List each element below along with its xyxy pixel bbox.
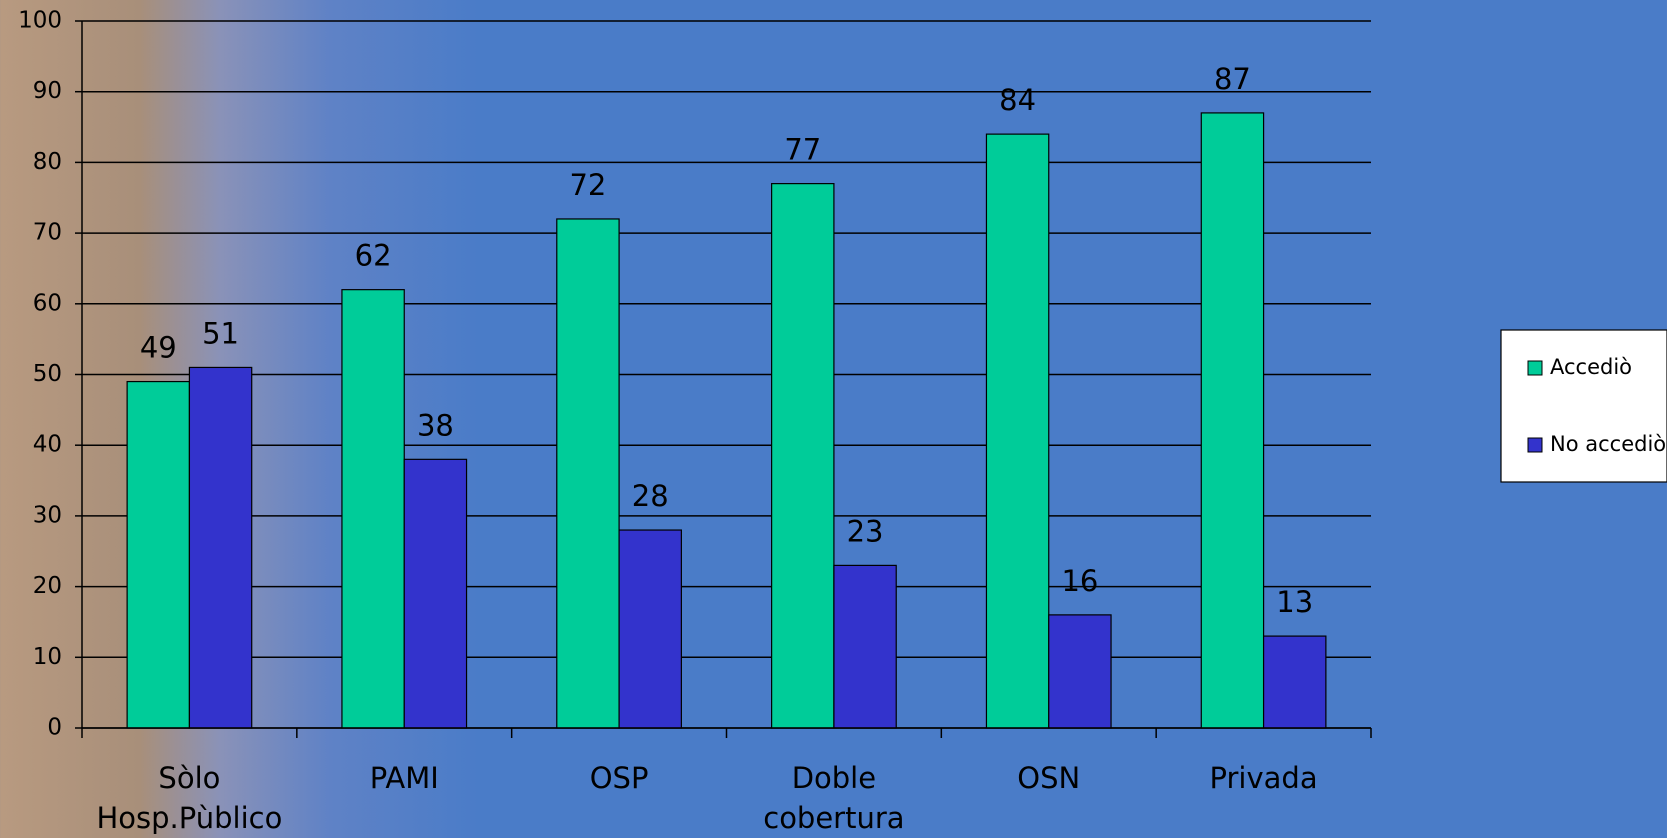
y-tick-label: 80 [33,149,62,175]
y-tick-label: 70 [33,220,62,246]
legend-swatch [1527,437,1543,453]
x-tick-label: Sòlo Hosp.Pùblico [96,761,283,835]
value-label: 87 [1214,62,1251,96]
bar [618,529,682,729]
bar [403,458,468,729]
y-tick-label: 90 [33,78,62,104]
value-label: 51 [202,316,239,350]
value-label: 77 [784,133,821,167]
bar [188,366,253,729]
value-label: 62 [355,239,392,273]
value-label: 16 [1061,564,1098,598]
bar [341,289,405,729]
legend-label: No accediò [1550,432,1666,456]
bar [833,564,897,729]
bar [771,183,835,729]
x-tick-label: PAMI [369,761,439,795]
legend-swatch [1527,360,1543,376]
value-label: 13 [1276,585,1313,619]
bar [1262,635,1327,729]
value-label: 38 [417,408,454,442]
y-tick-label: 40 [33,432,62,458]
x-tick-label: OSN [1017,761,1081,795]
legend-label: Accediò [1550,355,1632,379]
x-tick-label: OSP [589,761,649,795]
y-tick-label: 0 [47,715,62,741]
value-label: 23 [847,514,884,548]
y-tick-label: 10 [33,644,62,670]
x-tick-label: Privada [1209,761,1318,795]
value-label: 49 [140,331,177,365]
value-label: 28 [632,479,669,513]
bar [126,380,191,729]
y-tick-label: 100 [18,8,62,34]
value-label: 72 [569,168,606,202]
legend-box [1500,329,1667,483]
legend: Accediò No accediò [1500,329,1667,483]
bar [985,133,1050,729]
bar [1200,112,1265,729]
y-tick-label: 30 [33,502,62,528]
bar [556,218,620,729]
y-tick-label: 50 [33,361,62,387]
bar [1048,614,1112,729]
x-tick-label: Doble cobertura [763,761,905,835]
value-label: 84 [999,83,1036,117]
y-tick-label: 20 [33,573,62,599]
y-tick-label: 60 [33,290,62,316]
